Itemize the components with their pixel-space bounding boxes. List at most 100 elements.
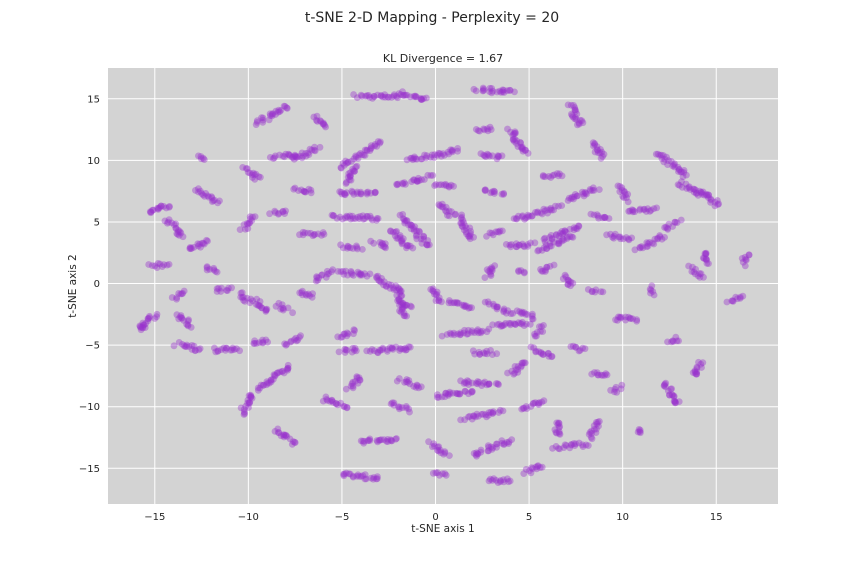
y-tick-label: 0 — [94, 279, 100, 290]
data-point — [153, 310, 161, 318]
data-point — [214, 199, 222, 207]
data-point — [249, 213, 256, 221]
data-point — [208, 194, 216, 202]
data-point — [254, 387, 262, 394]
data-point — [149, 206, 156, 214]
data-point — [575, 222, 583, 230]
data-point — [468, 329, 476, 336]
data-point — [582, 189, 589, 197]
data-point — [371, 142, 379, 150]
data-point — [198, 190, 206, 197]
data-point — [477, 448, 485, 456]
y-tick-label: −10 — [79, 402, 100, 413]
data-point — [363, 190, 371, 198]
data-point — [380, 281, 387, 289]
data-point — [325, 270, 333, 277]
data-point — [420, 235, 427, 243]
data-point — [175, 339, 183, 346]
data-point — [195, 152, 202, 160]
data-point — [288, 153, 296, 161]
data-point — [510, 370, 518, 378]
data-point — [337, 164, 345, 172]
data-point — [488, 229, 496, 237]
y-tick-label: 5 — [94, 217, 100, 228]
data-point — [343, 346, 351, 354]
data-point — [465, 390, 472, 398]
data-point — [241, 297, 249, 305]
data-point — [745, 251, 753, 259]
data-point — [211, 344, 218, 352]
data-point — [136, 322, 144, 330]
data-point — [635, 426, 643, 433]
data-point — [650, 205, 658, 213]
data-point — [242, 225, 249, 233]
data-point — [402, 217, 410, 225]
data-point — [572, 343, 580, 351]
data-point — [636, 426, 644, 434]
data-point — [448, 147, 456, 155]
data-point — [398, 404, 406, 412]
data-point — [281, 103, 289, 110]
data-point — [305, 185, 313, 193]
data-point — [458, 222, 466, 230]
data-point — [403, 156, 411, 164]
data-point — [570, 440, 578, 447]
data-point — [677, 216, 685, 224]
data-point — [344, 244, 351, 252]
data-point — [438, 200, 446, 208]
data-point — [548, 353, 556, 360]
data-point — [685, 184, 693, 192]
data-point — [493, 443, 500, 451]
data-point — [220, 344, 228, 352]
data-point — [487, 475, 494, 483]
data-point — [350, 190, 358, 198]
data-point — [489, 351, 496, 358]
data-point — [493, 321, 501, 328]
data-point — [403, 346, 410, 354]
data-point — [454, 145, 462, 152]
data-point — [624, 198, 632, 206]
data-point — [336, 213, 344, 221]
data-point — [548, 206, 555, 214]
data-point — [504, 369, 511, 377]
data-point — [381, 240, 389, 248]
data-point — [373, 215, 381, 222]
data-point — [517, 309, 525, 317]
data-point — [271, 372, 279, 380]
data-point — [691, 367, 699, 375]
data-point — [259, 338, 267, 346]
data-point — [539, 172, 547, 179]
data-point — [326, 397, 334, 405]
data-point — [264, 338, 271, 346]
data-point — [614, 182, 622, 190]
data-point — [513, 140, 520, 147]
data-point — [570, 102, 577, 109]
data-point — [493, 88, 501, 96]
data-point — [588, 435, 596, 443]
data-point — [437, 181, 445, 189]
data-point — [393, 435, 400, 442]
data-point — [646, 239, 653, 246]
data-point — [611, 388, 618, 396]
data-point — [487, 408, 495, 416]
data-point — [213, 288, 221, 295]
data-point — [301, 188, 309, 196]
data-point — [625, 313, 632, 321]
data-point — [570, 224, 578, 232]
data-point — [298, 289, 305, 297]
data-point — [617, 313, 625, 321]
data-point — [299, 228, 307, 236]
data-point — [484, 127, 492, 135]
data-point — [689, 263, 696, 271]
data-point — [265, 116, 273, 124]
data-point — [311, 147, 319, 155]
data-point — [489, 409, 497, 417]
data-point — [474, 380, 482, 388]
data-point — [370, 239, 378, 247]
data-point — [564, 197, 572, 204]
data-point — [373, 437, 381, 444]
data-point — [282, 431, 290, 439]
data-point — [441, 449, 449, 457]
data-point — [547, 232, 555, 239]
